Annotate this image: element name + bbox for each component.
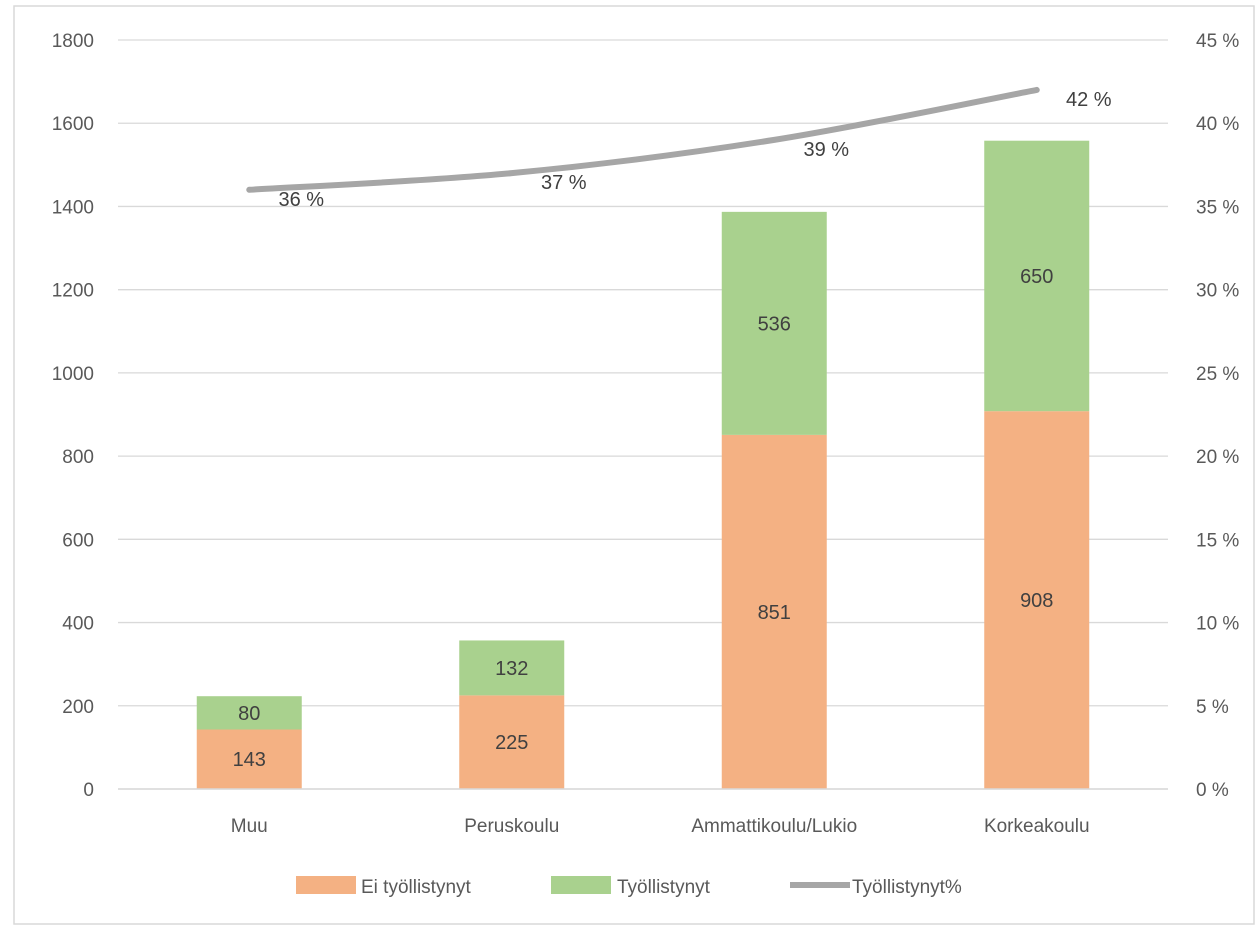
bar-segment	[721, 434, 827, 789]
legend-label: Työllistynyt%	[852, 877, 962, 898]
y2-tick-label: 20 %	[1196, 447, 1239, 468]
y2-tick-label: 15 %	[1196, 530, 1239, 551]
bar-segment	[984, 411, 1090, 789]
y-tick-label: 200	[62, 697, 94, 718]
y-tick-label: 1400	[52, 197, 94, 218]
y-tick-label: 0	[83, 780, 94, 801]
y-tick-label: 800	[62, 447, 94, 468]
data-label: 908	[1020, 590, 1053, 612]
data-label: 80	[238, 703, 260, 725]
legend-label: Työllistynyt	[617, 877, 711, 898]
line-data-label: 36 %	[278, 189, 324, 211]
bar-segment	[984, 140, 1090, 412]
percentage-line: 36 % 37 % 39 % 42 %	[246, 86, 1112, 211]
y-tick-label: 600	[62, 530, 94, 551]
bar-segment	[459, 695, 565, 789]
line-series	[246, 86, 1040, 193]
legend-swatch	[296, 876, 356, 894]
x-tick-label: Peruskoulu	[464, 816, 559, 837]
line-data-label: 39 %	[803, 139, 849, 161]
data-label: 851	[758, 602, 791, 624]
category-axis: Muu Peruskoulu Ammattikoulu/Lukio Korkeakou…	[118, 788, 1168, 837]
data-label: 225	[495, 732, 528, 754]
left-axis: 0 200 400 600 800 1000 1200 1400 1600 1800	[52, 31, 94, 801]
y2-tick-label: 5 %	[1196, 697, 1229, 718]
bars: 143 80 225 132 851 536 908 650	[196, 140, 1090, 789]
line-data-label: 37 %	[541, 172, 587, 194]
legend: Ei työllistynyt Työllistynyt Työllistynyt%	[296, 876, 962, 898]
y-tick-label: 1600	[52, 114, 94, 135]
legend-label: Ei työllistynyt	[361, 877, 472, 898]
x-tick-label: Ammattikoulu/Lukio	[691, 816, 857, 837]
bar-segment	[459, 640, 565, 696]
bar-segment	[196, 729, 302, 789]
y2-tick-label: 25 %	[1196, 364, 1239, 385]
y2-tick-label: 35 %	[1196, 197, 1239, 218]
x-tick-label: Korkeakoulu	[984, 816, 1090, 837]
y-tick-label: 400	[62, 614, 94, 635]
y2-tick-label: 40 %	[1196, 114, 1239, 135]
data-label: 650	[1020, 266, 1053, 288]
bar-segment	[721, 211, 827, 435]
bar-segment	[196, 696, 302, 730]
legend-swatch	[551, 876, 611, 894]
line-data-label: 42 %	[1066, 89, 1112, 111]
y2-tick-label: 0 %	[1196, 780, 1229, 801]
data-label: 536	[758, 313, 791, 335]
y-tick-label: 1200	[52, 281, 94, 302]
x-tick-label: Muu	[231, 816, 268, 837]
y2-tick-label: 10 %	[1196, 614, 1239, 635]
y2-tick-label: 45 %	[1196, 31, 1239, 52]
y-tick-label: 1000	[52, 364, 94, 385]
y2-tick-label: 30 %	[1196, 281, 1239, 302]
data-label: 132	[495, 658, 528, 680]
right-axis: 0 % 5 % 10 % 15 % 20 % 25 % 30 % 35 % 40 % 45 %	[1196, 31, 1239, 801]
data-label: 143	[233, 749, 266, 771]
y-tick-label: 1800	[52, 31, 94, 52]
